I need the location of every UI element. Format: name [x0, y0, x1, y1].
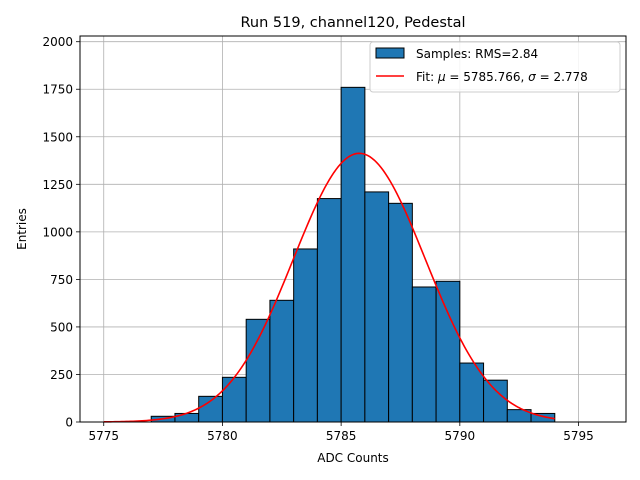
y-axis-label: Entries: [15, 208, 29, 250]
histogram-bar: [174, 412, 200, 423]
histogram-bar: [293, 248, 318, 423]
y-tick-label: 2000: [42, 35, 73, 49]
histogram-bar: [411, 286, 437, 423]
histogram-bar: [435, 280, 461, 423]
chart-title: Run 519, channel120, Pedestal: [240, 15, 465, 31]
histogram-bar: [221, 376, 247, 423]
x-axis-ticks: 5775 5780 5785 5790 5795: [88, 422, 594, 443]
y-tick-label: 1250: [42, 178, 73, 192]
x-tick-label: 5790: [445, 429, 476, 443]
legend-histogram-swatch: [375, 47, 405, 59]
x-tick-label: 5785: [326, 429, 357, 443]
x-tick-label: 5780: [207, 429, 238, 443]
y-tick-label: 500: [50, 320, 73, 334]
x-axis-label: ADC Counts: [317, 451, 389, 465]
histogram-bar: [269, 299, 295, 423]
y-tick-label: 250: [50, 368, 73, 382]
legend-histogram-label: Samples: RMS=2.84: [416, 47, 538, 61]
plot-frame: [79, 35, 627, 423]
fit-curve-layer: [103, 152, 555, 423]
histogram-bar: [364, 191, 390, 423]
legend-fit-label: Fit: μ = 5785.766, σ = 2.778: [416, 70, 588, 84]
histogram-bar: [388, 202, 413, 423]
histogram-bar: [316, 198, 342, 423]
x-tick-label: 5795: [563, 429, 594, 443]
legend: Samples: RMS=2.84 Fit: μ = 5785.766, σ =…: [369, 41, 621, 93]
y-axis-ticks: 0 250 500 750 1000 1250 1500 1750 2000: [42, 35, 80, 430]
histogram-bars: [150, 86, 556, 423]
histogram-bar: [340, 86, 366, 423]
x-tick-label: 5775: [88, 429, 119, 443]
y-tick-label: 750: [50, 273, 73, 287]
y-tick-label: 1000: [42, 225, 73, 239]
legend-box: [369, 41, 621, 93]
histogram-bar: [483, 379, 508, 423]
y-tick-label: 0: [65, 416, 73, 430]
histogram-bar: [245, 318, 271, 423]
y-tick-label: 1750: [42, 83, 73, 97]
y-tick-label: 1500: [42, 130, 73, 144]
gaussian-fit-curve: [103, 152, 555, 423]
